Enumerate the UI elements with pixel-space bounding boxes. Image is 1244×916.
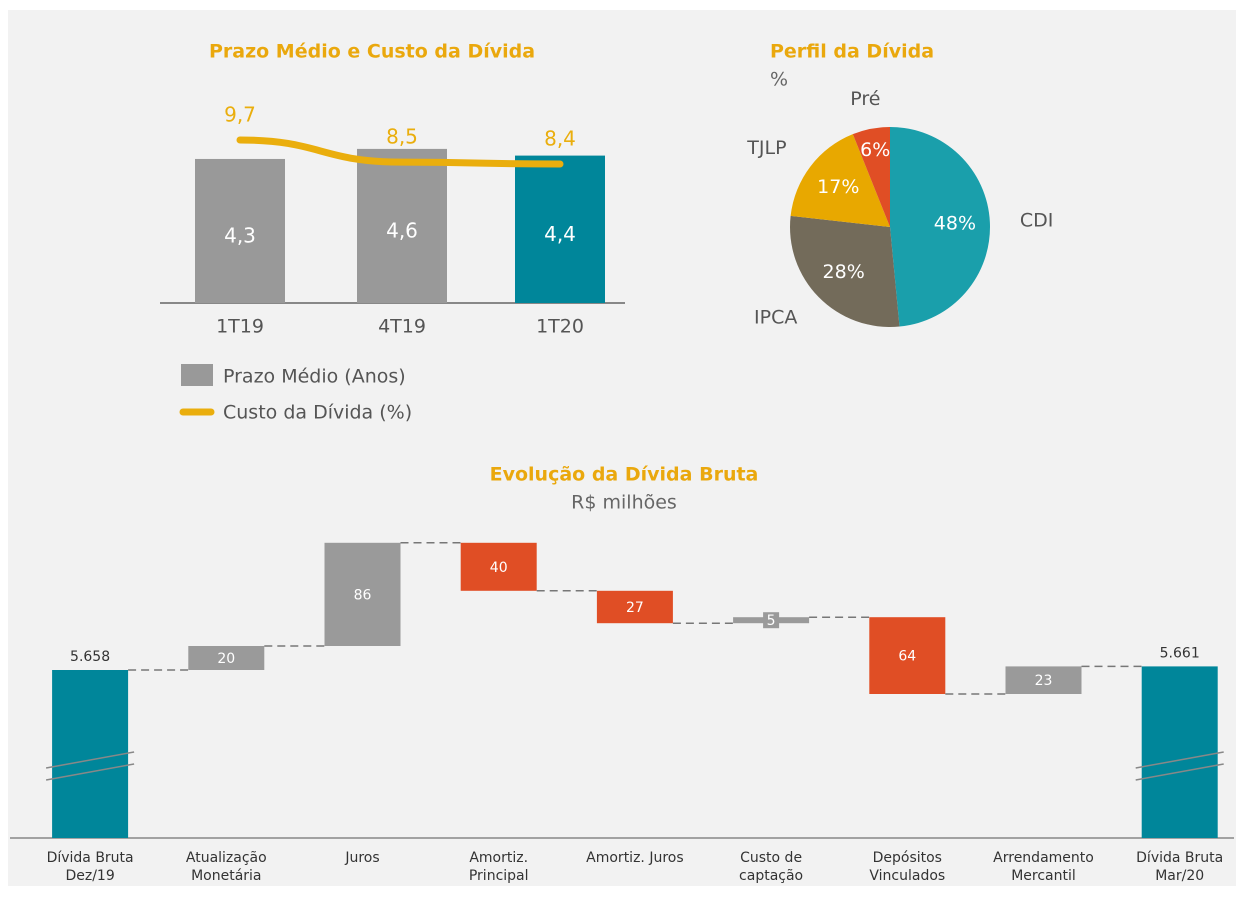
pie-slice [852, 127, 890, 227]
slice-label: 28% [823, 261, 865, 283]
line-label: 8,5 [386, 125, 418, 149]
x-tick-label: Arrendamento [993, 850, 1094, 866]
bar [1141, 666, 1218, 838]
label-box [763, 612, 780, 629]
x-tick-label: Mar/20 [1155, 868, 1204, 884]
x-tick-label: 1T19 [216, 316, 264, 338]
line-label: 9,7 [224, 103, 256, 127]
bar [869, 617, 946, 694]
bar-label: 5.658 [70, 649, 110, 665]
slice-label: 48% [934, 212, 976, 234]
bar [52, 670, 129, 838]
bar-label: 27 [626, 600, 644, 616]
axis-break [1135, 763, 1224, 781]
x-tick-label: Dívida Bruta [47, 850, 134, 866]
bar-label: 40 [490, 560, 508, 576]
x-tick-label: Monetária [191, 868, 261, 884]
x-tick-label: Dívida Bruta [1136, 850, 1223, 866]
category-label: Pré [850, 88, 880, 110]
pie-slice [790, 134, 890, 227]
bar-label: 5 [767, 613, 776, 629]
x-tick-label: captação [739, 868, 803, 884]
category-label: CDI [1020, 209, 1054, 231]
category-label: TJLP [746, 137, 786, 159]
axis-break [45, 763, 135, 781]
bar-label: 20 [217, 651, 235, 667]
axis-break [1135, 751, 1224, 769]
x-tick-label: 1T20 [536, 316, 584, 338]
bar [324, 542, 401, 646]
chart-title: Prazo Médio e Custo da Dívida [209, 41, 535, 63]
bar-label: 4,3 [224, 223, 256, 247]
bar [1005, 666, 1082, 694]
bar-label: 86 [354, 587, 372, 603]
legend-swatch [181, 364, 213, 386]
bar [357, 148, 447, 303]
pie-slice [790, 215, 900, 327]
bar [515, 155, 605, 303]
bar [596, 590, 673, 624]
x-tick-label: Mercantil [1011, 868, 1076, 884]
x-tick-label: Depósitos [873, 850, 942, 866]
category-label: IPCA [754, 307, 797, 329]
x-tick-label: Custo de [740, 850, 802, 866]
x-tick-label: Juros [344, 850, 379, 866]
chart-title: Evolução da Dívida Bruta [490, 464, 759, 486]
chart-subtitle: % [770, 69, 788, 91]
slice-label: 17% [817, 176, 859, 198]
x-tick-label: Principal [469, 868, 529, 884]
axis-break [45, 751, 135, 769]
slice-label: 6% [860, 139, 890, 161]
bar [188, 646, 265, 670]
line-label: 8,4 [544, 127, 576, 151]
x-tick-label: 4T19 [378, 316, 426, 338]
bar-label: 5.661 [1160, 645, 1200, 661]
bar [460, 542, 537, 591]
line [236, 136, 564, 168]
bar-label: 64 [898, 649, 916, 665]
x-tick-label: Atualização [186, 850, 267, 866]
pie-slice [890, 127, 990, 327]
legend-label: Custo da Dívida (%) [223, 402, 412, 424]
x-tick-label: Amortiz. [469, 850, 528, 866]
chart-subtitle: R$ milhões [571, 492, 677, 514]
bar-label: 4,6 [386, 218, 418, 242]
bar-label: 4,4 [544, 222, 576, 246]
bar [195, 158, 285, 303]
chart-title: Perfil da Dívida [770, 41, 934, 63]
legend-label: Prazo Médio (Anos) [223, 366, 406, 388]
x-tick-label: Dez/19 [65, 868, 114, 884]
bar-label: 23 [1035, 673, 1053, 689]
x-tick-label: Vinculados [869, 868, 945, 884]
x-tick-label: Amortiz. Juros [586, 850, 683, 866]
panel [8, 10, 1236, 886]
